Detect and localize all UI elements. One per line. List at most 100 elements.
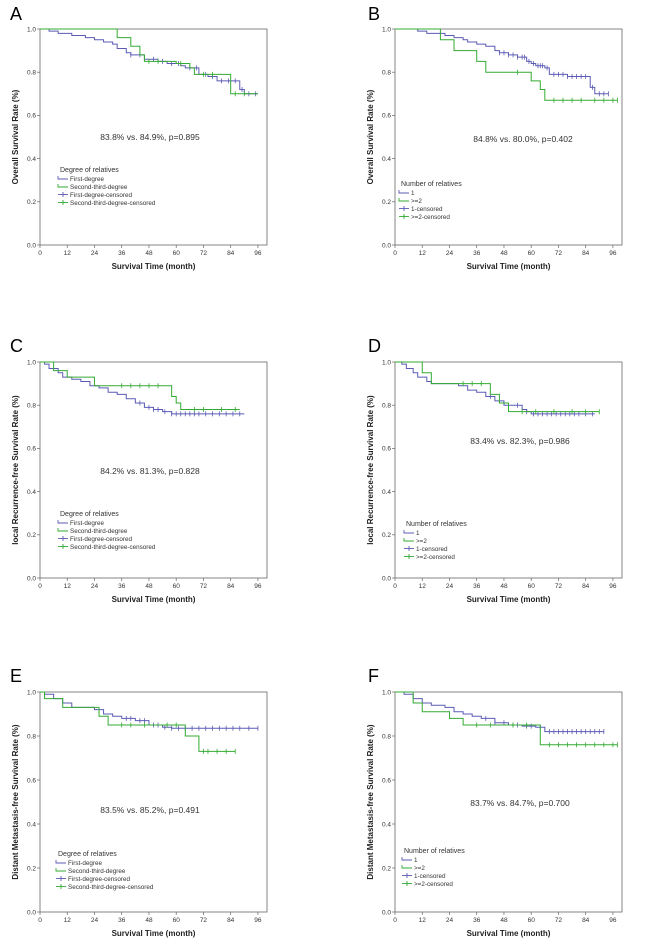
legend-entry: First-degree-censored xyxy=(70,536,132,543)
x-tick-label: 24 xyxy=(91,917,99,924)
y-tick-label: 0.2 xyxy=(382,532,391,539)
legend-entry: 1 xyxy=(411,190,415,197)
legend-line-swatch xyxy=(55,860,66,864)
survival-curve-group1 xyxy=(40,28,258,95)
x-tick-label: 84 xyxy=(227,917,235,924)
legend-entry: Second-third-degree xyxy=(70,184,128,191)
x-tick-label: 48 xyxy=(500,917,508,924)
survival-curve-group1 xyxy=(40,691,258,729)
legend-entry: >=2 xyxy=(411,198,422,205)
survival-curve-group1 xyxy=(395,691,604,733)
legend-entry: First-degree xyxy=(70,176,104,183)
y-tick-label: 0.2 xyxy=(382,865,391,872)
x-tick-label: 0 xyxy=(393,583,397,590)
y-tick-label: 0.0 xyxy=(27,909,36,916)
legend-title: Degree of relatives xyxy=(60,167,119,174)
plot-frame xyxy=(394,28,623,246)
legend-entry: Second-third-degree xyxy=(68,868,126,875)
y-tick-label: 0.0 xyxy=(382,575,391,582)
x-tick-label: 84 xyxy=(582,250,590,257)
legend-line-swatch xyxy=(57,528,68,532)
x-tick-label: 84 xyxy=(582,583,590,590)
legend-entry: 1 xyxy=(414,857,418,864)
y-tick-label: 0.0 xyxy=(27,242,36,249)
x-tick-label: 60 xyxy=(528,583,536,590)
y-tick-label: 0.4 xyxy=(27,821,36,828)
x-tick-label: 12 xyxy=(419,583,427,590)
x-axis-label: Survival Time (month) xyxy=(112,595,196,604)
x-tick-label: 36 xyxy=(473,250,481,257)
p-value-annotation: 84.2% vs. 81.3%, p=0.828 xyxy=(100,466,200,476)
y-tick-label: 0.8 xyxy=(27,403,36,410)
y-tick-label: 1.0 xyxy=(382,359,391,366)
x-tick-label: 84 xyxy=(227,250,235,257)
survival-curve-group2 xyxy=(40,361,240,411)
x-tick-label: 96 xyxy=(609,250,617,257)
legend-entry: >=2 xyxy=(416,538,427,545)
x-tick-label: 72 xyxy=(555,250,563,257)
legend-line-swatch xyxy=(401,857,412,861)
x-tick-label: 36 xyxy=(473,917,481,924)
x-tick-label: 24 xyxy=(91,250,99,257)
survival-curve-group1 xyxy=(395,361,595,415)
y-axis-label: Distant Metastasis-free Survival Rate (%… xyxy=(366,724,375,880)
p-value-annotation: 83.7% vs. 84.7%, p=0.700 xyxy=(470,798,570,808)
y-tick-label: 0.4 xyxy=(382,489,391,496)
legend-entry: Second-third-degree xyxy=(70,528,128,535)
y-tick-label: 0.6 xyxy=(382,446,391,453)
legend-entry: 1-censored xyxy=(414,873,446,880)
y-tick-label: 0.6 xyxy=(27,777,36,784)
y-tick-label: 1.0 xyxy=(382,26,391,33)
y-tick-label: 0.6 xyxy=(382,777,391,784)
survival-curve-group2 xyxy=(395,361,600,413)
panel-letter: B xyxy=(368,4,380,24)
y-tick-label: 0.8 xyxy=(27,733,36,740)
x-tick-label: 0 xyxy=(38,583,42,590)
survival-curve-group1 xyxy=(395,28,609,95)
y-tick-label: 0.2 xyxy=(27,865,36,872)
survival-curve-group1 xyxy=(40,361,245,415)
p-value-annotation: 83.5% vs. 85.2%, p=0.491 xyxy=(100,805,200,815)
km-panel-f: F 0.0 0.2 0.4 0.6 0.8 1.0 0 12 24 36 48 60 72 84 96 Surv… xyxy=(366,666,623,938)
x-tick-label: 48 xyxy=(145,917,153,924)
x-tick-label: 24 xyxy=(446,917,454,924)
x-tick-label: 36 xyxy=(118,583,126,590)
legend-entry: 1 xyxy=(416,530,420,537)
legend-line-swatch xyxy=(403,538,414,542)
y-tick-label: 0.4 xyxy=(27,489,36,496)
legend-entry: First-degree-censored xyxy=(70,192,132,199)
p-value-annotation: 84.8% vs. 80.0%, p=0.402 xyxy=(473,134,573,144)
legend-title: Number of relatives xyxy=(401,181,462,188)
legend-entry: 1-censored xyxy=(411,206,443,213)
y-tick-label: 1.0 xyxy=(27,26,36,33)
x-tick-label: 36 xyxy=(118,917,126,924)
legend-entry: Second-third-degree-censored xyxy=(70,200,156,207)
legend-line-swatch xyxy=(401,865,412,869)
x-tick-label: 72 xyxy=(200,583,208,590)
x-tick-label: 36 xyxy=(473,583,481,590)
km-panel-e: E 0.0 0.2 0.4 0.6 0.8 1.0 0 12 24 36 48 60 72 84 96 Surv… xyxy=(10,666,268,938)
legend-entry: First-degree xyxy=(70,520,104,527)
plot-frame xyxy=(39,691,268,913)
x-tick-label: 12 xyxy=(64,917,72,924)
y-tick-label: 0.2 xyxy=(27,199,36,206)
x-axis-label: Survival Time (month) xyxy=(112,262,196,271)
y-axis-label: Overall Survival Rate (%) xyxy=(11,89,20,184)
x-tick-label: 96 xyxy=(254,917,262,924)
legend-line-swatch xyxy=(398,190,409,194)
legend-title: Degree of relatives xyxy=(60,511,119,518)
x-tick-label: 0 xyxy=(393,250,397,257)
x-axis-label: Survival Time (month) xyxy=(467,262,551,271)
plot-frame xyxy=(39,361,268,579)
x-tick-label: 48 xyxy=(145,250,153,257)
survival-curve-group2 xyxy=(40,691,236,752)
km-panel-a: A 0.0 0.2 0.4 0.6 0.8 1.0 0 12 24 36 48 60 72 84 96 Surv… xyxy=(10,4,268,271)
p-value-annotation: 83.8% vs. 84.9%, p=0.895 xyxy=(100,132,200,142)
x-tick-label: 72 xyxy=(555,917,563,924)
legend-entry: First-degree-censored xyxy=(68,876,130,883)
x-tick-label: 96 xyxy=(254,250,262,257)
y-tick-label: 0.6 xyxy=(27,113,36,120)
survival-curve-group2 xyxy=(40,28,258,95)
x-tick-label: 24 xyxy=(446,583,454,590)
y-tick-label: 0.0 xyxy=(27,575,36,582)
